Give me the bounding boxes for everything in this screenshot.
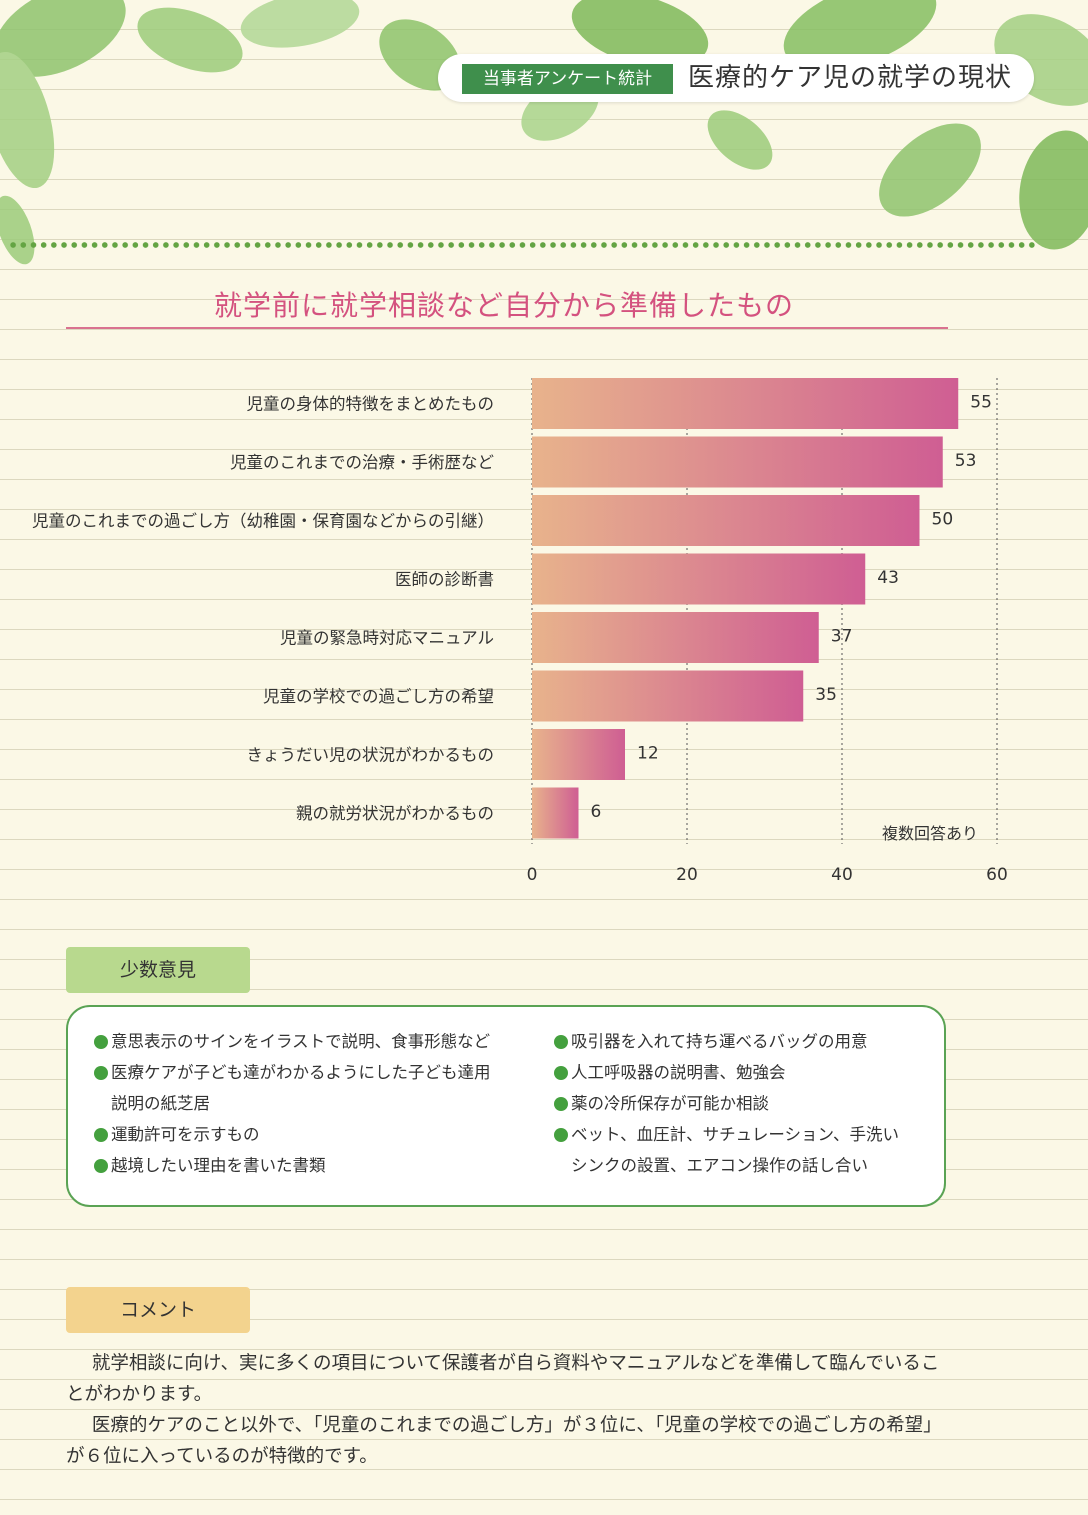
data-label: 12 [637, 744, 659, 764]
opinion-item: 意思表示のサインをイラストで説明、食事形態など [94, 1032, 490, 1052]
bullet-icon [554, 1097, 568, 1111]
bar-chart: 0 20 40 60 児童の身体的特徴をまとめたもの 55 児童のこれまでの治療・手術歴など… [32, 378, 1008, 885]
bullet-icon [554, 1035, 568, 1049]
bullet-icon [94, 1035, 108, 1049]
bar [532, 436, 943, 488]
bar [532, 378, 959, 429]
bullet-icon [554, 1128, 568, 1142]
comment-paragraph: 就学相談に向け、実に多くの項目について保護者が自ら資料やマニュアルなどを準備して… [66, 1353, 940, 1405]
bar [532, 553, 866, 605]
data-label: 53 [955, 451, 977, 471]
data-label: 43 [877, 568, 899, 588]
opinion-item-continued: 説明の紙芝居 [111, 1094, 210, 1113]
category-label: 児童のこれまでの治療・手術歴など [230, 453, 495, 472]
comment-paragraph: 医療的ケアのこと以外で、「児童のこれまでの過ごし方」が３位に、「児童の学校での過… [66, 1415, 942, 1467]
category-label: 児童の学校での過ごし方の希望 [263, 687, 494, 706]
opinion-item: ベット、血圧計、サチュレーション、手洗い [554, 1125, 899, 1145]
header-tag: 当事者アンケート統計 [462, 64, 673, 94]
opinion-item: 医療ケアが子ども達がわかるようにした子ども達用 [94, 1063, 491, 1083]
bar [532, 495, 920, 546]
bar [532, 612, 819, 663]
opinion-item: 人工呼吸器の説明書、勉強会 [554, 1063, 786, 1083]
opinion-item: 運動許可を示すもの [94, 1125, 260, 1145]
page-title: 医療的ケア児の就学の現状 [688, 63, 1013, 93]
comment-body: 就学相談に向け、実に多くの項目について保護者が自ら資料やマニュアルなどを準備して… [66, 1348, 956, 1472]
chart-title-underline [66, 327, 948, 329]
category-label: きょうだい児の状況がわかるもの [247, 746, 495, 765]
x-tick-label: 20 [676, 865, 698, 885]
bullet-icon [554, 1066, 568, 1080]
bullet-icon [94, 1066, 108, 1080]
data-label: 55 [970, 393, 992, 413]
bullet-icon [94, 1159, 108, 1173]
x-tick-label: 60 [986, 865, 1008, 885]
data-label: 6 [591, 802, 602, 822]
opinion-item: 越境したい理由を書いた書類 [94, 1156, 326, 1176]
bar [532, 729, 625, 780]
category-label: 児童の身体的特徴をまとめたもの [247, 395, 495, 414]
dotted-divider [8, 241, 1038, 249]
data-label: 50 [932, 510, 954, 530]
comment-label: コメント [66, 1287, 250, 1333]
category-label: 児童の緊急時対応マニュアル [280, 629, 494, 648]
bar [532, 787, 579, 839]
data-label: 35 [815, 685, 837, 705]
bar [532, 670, 804, 722]
data-label: 37 [831, 627, 853, 647]
category-label: 児童のこれまでの過ごし方（幼稚園・保育園などからの引継） [32, 512, 494, 531]
opinion-item: 薬の冷所保存が可能か相談 [554, 1094, 769, 1114]
leaf-decoration [0, 0, 1088, 265]
chart-title: 就学前に就学相談など自分から準備したもの [214, 289, 795, 322]
category-label: 医師の診断書 [395, 570, 494, 589]
x-tick-label: 40 [831, 865, 853, 885]
opinion-item: 吸引器を入れて持ち運べるバッグの用意 [554, 1032, 868, 1052]
minority-opinions-label: 少数意見 [66, 947, 250, 993]
category-label: 親の就労状況がわかるもの [296, 804, 494, 823]
x-tick-label: 0 [527, 865, 538, 885]
chart-note: 複数回答あり [882, 824, 979, 843]
minority-opinions-box: 意思表示のサインをイラストで説明、食事形態など 医療ケアが子ども達がわかるように… [66, 1005, 946, 1207]
bullet-icon [94, 1128, 108, 1142]
opinion-item-continued: シンクの設置、エアコン操作の話し合い [571, 1156, 868, 1175]
